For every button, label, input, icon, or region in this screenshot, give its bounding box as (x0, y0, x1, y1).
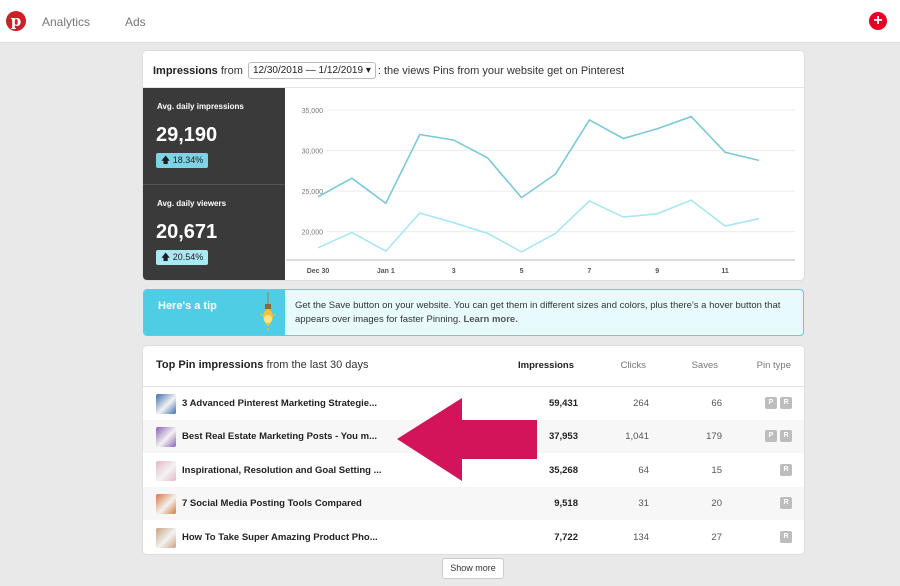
tip-text: Get the Save button on your website. You… (295, 299, 795, 327)
from-text: from (220, 65, 243, 77)
pin-impressions: 7,722 (554, 531, 578, 543)
pin-impressions: 37,953 (548, 431, 578, 443)
pin-thumbnail[interactable] (156, 494, 176, 515)
stat-label: Avg. daily impressions (157, 102, 244, 111)
pin-impressions: 35,268 (548, 464, 578, 476)
nav-ads[interactable]: Ads (125, 15, 146, 29)
x-tick-label: 9 (655, 268, 659, 275)
pin-thumbnail[interactable] (156, 460, 176, 481)
pin-clicks: 31 (638, 498, 649, 510)
create-plus-icon[interactable]: + (869, 12, 887, 30)
pin-saves: 66 (711, 398, 722, 409)
impressions-card: Impressions from 12/30/2018 — 1/12/2019 … (143, 51, 804, 280)
arrow-up-icon: 🡅 (161, 252, 171, 262)
pin-title[interactable]: How To Take Super Amazing Product Pho... (182, 531, 378, 543)
pin-saves: 179 (706, 431, 722, 443)
y-tick-label: 20,000 (302, 230, 324, 237)
pin-title[interactable]: 7 Social Media Posting Tools Compared (182, 498, 362, 510)
impressions-line-chart: 35,000 30,000 25,000 20,000 Dec 30 Jan 1 3 5 7 9 1… (286, 108, 795, 275)
pin-clicks: 264 (633, 398, 649, 409)
pin-title[interactable]: Best Real Estate Marketing Posts - You m… (182, 431, 377, 443)
pin-type-badge: R (780, 430, 792, 443)
pin-type-badge: R (780, 497, 792, 510)
pin-thumbnail[interactable] (156, 394, 176, 414)
table-row[interactable]: How To Take Super Amazing Product Pho...… (143, 521, 804, 554)
pinterest-logo-icon[interactable]: p (6, 11, 26, 31)
stat-change-value: 20.54% (172, 252, 204, 262)
x-tick-label: Dec 30 (307, 268, 330, 275)
column-saves[interactable]: Saves (691, 360, 718, 371)
date-range-value: 12/30/2018 — 1/12/2019 (252, 65, 364, 76)
table-row[interactable]: 7 Social Media Posting Tools Compared 9,5… (143, 487, 804, 521)
stats-panel: Avg. daily impressions 29,190 🡅 18.34% A… (143, 88, 285, 280)
impressions-title: Impressions (153, 65, 218, 77)
pin-title[interactable]: 3 Advanced Pinterest Marketing Strategie… (182, 398, 377, 409)
pin-type-badge: R (780, 463, 792, 476)
pin-impressions: 59,431 (548, 398, 578, 409)
tip-body: Get the Save button on your website. You… (295, 300, 781, 325)
pin-thumbnail[interactable] (156, 527, 176, 548)
table-row[interactable]: 3 Advanced Pinterest Marketing Strategie… (143, 387, 804, 420)
y-tick-label: 25,000 (302, 189, 324, 196)
pin-title[interactable]: Inspirational, Resolution and Goal Setti… (182, 464, 382, 476)
x-tick-label: 11 (721, 268, 729, 275)
date-range-dropdown[interactable]: 12/30/2018 — 1/12/2019 ▾ (247, 62, 376, 79)
show-more-button[interactable]: Show more (442, 558, 504, 579)
top-pins-subtitle: from the last 30 days (266, 359, 369, 371)
pin-saves: 27 (711, 531, 722, 543)
x-tick-label: 5 (520, 268, 524, 275)
lightbulb-icon (259, 292, 277, 331)
column-impressions[interactable]: Impressions (518, 360, 574, 371)
stat-value: 29,190 (156, 124, 218, 146)
tip-title-panel: Here's a tip (144, 290, 285, 335)
y-tick-label: 35,000 (302, 108, 324, 115)
stat-change-value: 18.34% (172, 155, 204, 165)
nav-analytics[interactable]: Analytics (42, 15, 91, 29)
pin-clicks: 64 (638, 464, 649, 476)
stat-change-badge: 🡅 18.34% (156, 153, 209, 168)
pin-thumbnail[interactable] (156, 427, 176, 448)
chevron-down-icon: ▾ (365, 65, 371, 76)
pin-impressions: 9,518 (554, 498, 578, 510)
stat-impressions[interactable]: Avg. daily impressions 29,190 🡅 18.34% (143, 88, 285, 184)
series-line-2 (317, 199, 760, 253)
top-nav: p Analytics Ads + (0, 0, 900, 43)
column-clicks[interactable]: Clicks (620, 360, 646, 371)
top-pins-header: Top Pin impressions from the last 30 day… (143, 346, 804, 387)
pin-saves: 15 (711, 464, 722, 476)
pin-type-badge: R (780, 530, 792, 543)
x-tick-label: 3 (452, 268, 456, 275)
pin-type-badge: R (780, 397, 792, 409)
tip-banner: Here's a tip Get the Save button on your… (143, 289, 804, 336)
x-tick-label: 7 (587, 268, 591, 275)
pin-type-badge: P (765, 430, 777, 443)
arrow-up-icon: 🡅 (161, 155, 171, 165)
stat-change-badge: 🡅 20.54% (156, 250, 209, 265)
impressions-header: Impressions from 12/30/2018 — 1/12/2019 … (143, 51, 804, 88)
tip-title: Here's a tip (158, 300, 217, 312)
stat-value: 20,671 (156, 221, 218, 243)
pin-clicks: 1,041 (625, 431, 649, 443)
top-pins-title: Top Pin impressions (156, 359, 264, 371)
pin-type-badge: P (765, 397, 777, 409)
table-row[interactable]: Inspirational, Resolution and Goal Setti… (143, 454, 804, 487)
pin-clicks: 134 (633, 531, 649, 543)
learn-more-link[interactable]: Learn more. (463, 314, 518, 325)
stat-label: Avg. daily viewers (157, 199, 227, 208)
y-tick-label: 30,000 (302, 149, 324, 156)
stat-viewers[interactable]: Avg. daily viewers 20,671 🡅 20.54% (143, 184, 285, 280)
pin-saves: 20 (711, 498, 722, 510)
x-tick-label: Jan 1 (377, 268, 395, 275)
pointer-arrow-icon (397, 398, 537, 481)
column-pin-type[interactable]: Pin type (756, 360, 791, 371)
series-line-1 (317, 115, 760, 205)
impressions-subtitle: : the views Pins from your website get o… (377, 65, 625, 77)
